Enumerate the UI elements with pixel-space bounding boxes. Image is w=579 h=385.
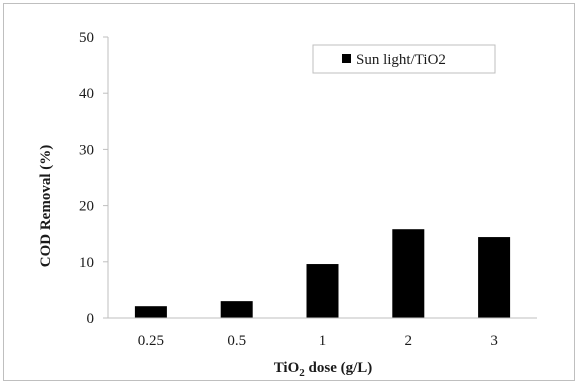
y-tick-label: 40 (79, 86, 94, 102)
x-axis-ticks: 0.25 0.5 1 2 3 (138, 333, 498, 349)
x-axis-title-rest: dose (g/L) (305, 360, 373, 376)
bars (134, 229, 511, 318)
x-tick-label: 0.25 (138, 333, 164, 349)
y-tick-label: 30 (79, 142, 94, 158)
x-tick-label: 3 (490, 333, 498, 349)
y-tick-label: 0 (87, 311, 95, 327)
bar-3 (478, 237, 511, 318)
bar-1 (306, 264, 339, 318)
y-axis-ticks: 0 10 20 30 40 50 (79, 30, 108, 327)
x-axis-title-main: TiO (274, 360, 300, 376)
y-tick-label: 20 (79, 199, 94, 215)
y-tick-label: 10 (79, 255, 94, 271)
bar-2 (392, 229, 425, 318)
bar-0.25 (134, 306, 167, 318)
x-tick-label: 2 (405, 333, 413, 349)
x-axis-title-subscript: 2 (299, 367, 305, 379)
x-axis-title: TiO2 dose (g/L) (274, 360, 373, 379)
x-tick-label: 0.5 (227, 333, 246, 349)
legend-label: Sun light/TiO2 (356, 52, 446, 68)
legend-swatch (342, 54, 351, 63)
y-tick-label: 50 (79, 30, 94, 46)
bar-0.5 (220, 301, 253, 318)
x-tick-label: 1 (319, 333, 327, 349)
legend: Sun light/TiO2 (312, 44, 496, 74)
y-axis-title: COD Removal (%) (38, 145, 54, 267)
